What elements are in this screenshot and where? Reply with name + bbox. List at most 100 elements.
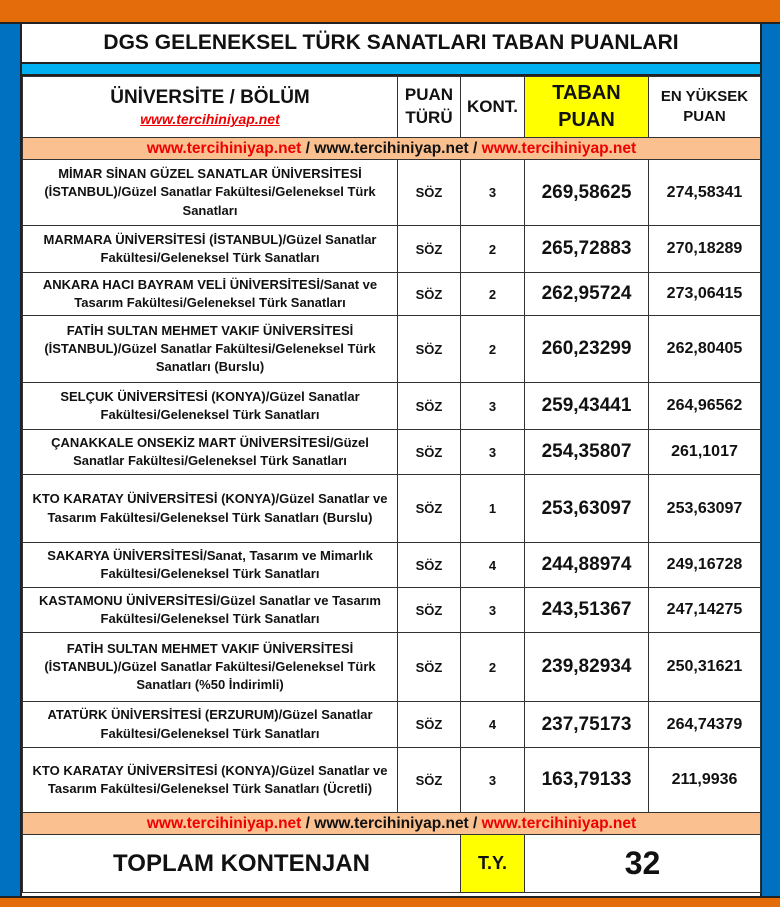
base-score: 259,43441: [524, 382, 649, 430]
score-type: SÖZ: [397, 315, 461, 383]
max-score: 249,16728: [648, 542, 761, 588]
divider-band: [22, 64, 760, 76]
score-type: SÖZ: [397, 429, 461, 475]
table-row: FATİH SULTAN MEHMET VAKIF ÜNİVERSİTESİ (…: [22, 632, 761, 702]
quota: 4: [460, 701, 525, 748]
max-score: 274,58341: [648, 159, 761, 226]
header-max-score: EN YÜKSEK PUAN: [648, 76, 761, 138]
table-row: ATATÜRK ÜNİVERSİTESİ (ERZURUM)/Güzel San…: [22, 701, 761, 748]
header-row: ÜNİVERSİTE / BÖLÜM www.tercihiniyap.net P…: [22, 76, 761, 138]
score-type: SÖZ: [397, 382, 461, 430]
table-row: KTO KARATAY ÜNİVERSİTESİ (KONYA)/Güzel S…: [22, 474, 761, 543]
base-score: 163,79133: [524, 747, 649, 813]
program-name: FATİH SULTAN MEHMET VAKIF ÜNİVERSİTESİ (…: [22, 315, 398, 383]
header-quota: KONT.: [460, 76, 525, 138]
strip-link[interactable]: www.tercihiniyap.net: [481, 139, 637, 157]
quota: 4: [460, 542, 525, 588]
quota: 2: [460, 632, 525, 702]
program-name: ATATÜRK ÜNİVERSİTESİ (ERZURUM)/Güzel San…: [22, 701, 398, 748]
program-name: FATİH SULTAN MEHMET VAKIF ÜNİVERSİTESİ (…: [22, 632, 398, 702]
table-row: ANKARA HACI BAYRAM VELİ ÜNİVERSİTESİ/San…: [22, 272, 761, 316]
quota: 3: [460, 747, 525, 813]
max-score: 264,74379: [648, 701, 761, 748]
total-label: TOPLAM KONTENJAN: [22, 834, 461, 893]
header-base-line1: TABAN: [552, 82, 621, 104]
table-row: ÇANAKKALE ONSEKİZ MART ÜNİVERSİTESİ/Güze…: [22, 429, 761, 475]
max-score: 247,14275: [648, 587, 761, 633]
site-strip-top: www.tercihiniyap.net / www.tercihiniyap.…: [22, 137, 761, 160]
header-score-type-line1: PUAN: [404, 85, 454, 105]
table-row: MARMARA ÜNİVERSİTESİ (İSTANBUL)/Güzel Sa…: [22, 225, 761, 273]
base-score: 262,95724: [524, 272, 649, 316]
site-link[interactable]: www.tercihiniyap.net: [140, 111, 280, 128]
max-score: 270,18289: [648, 225, 761, 273]
site-strip: www.tercihiniyap.net / www.tercihiniyap.…: [22, 137, 761, 160]
strip-link[interactable]: www.tercihiniyap.net: [314, 139, 469, 157]
quota: 2: [460, 225, 525, 273]
program-name: SAKARYA ÜNİVERSİTESİ/Sanat, Tasarım ve M…: [22, 542, 398, 588]
score-sheet: DGS GELENEKSEL TÜRK SANATLARI TABAN PUAN…: [20, 24, 762, 896]
score-type: SÖZ: [397, 474, 461, 543]
base-score: 253,63097: [524, 474, 649, 543]
quota: 3: [460, 429, 525, 475]
site-strip-bottom: www.tercihiniyap.net / www.tercihiniyap.…: [22, 812, 761, 835]
table-row: FATİH SULTAN MEHMET VAKIF ÜNİVERSİTESİ (…: [22, 315, 761, 383]
page-title: DGS GELENEKSEL TÜRK SANATLARI TABAN PUAN…: [22, 24, 760, 64]
quota: 1: [460, 474, 525, 543]
program-name: ANKARA HACI BAYRAM VELİ ÜNİVERSİTESİ/San…: [22, 272, 398, 316]
program-name: KTO KARATAY ÜNİVERSİTESİ (KONYA)/Güzel S…: [22, 747, 398, 813]
program-name: KTO KARATAY ÜNİVERSİTESİ (KONYA)/Güzel S…: [22, 474, 398, 543]
max-score: 273,06415: [648, 272, 761, 316]
header-base-score: TABAN PUAN: [524, 76, 649, 138]
total-type: T.Y.: [460, 834, 525, 893]
strip-link[interactable]: www.tercihiniyap.net: [481, 814, 637, 832]
header-university: ÜNİVERSİTE / BÖLÜM www.tercihiniyap.net: [22, 76, 398, 138]
score-type: SÖZ: [397, 272, 461, 316]
base-score: 237,75173: [524, 701, 649, 748]
strip-sep: /: [301, 139, 315, 157]
quota: 3: [460, 159, 525, 226]
quota: 3: [460, 587, 525, 633]
header-max-line1: EN YÜKSEK: [660, 87, 749, 105]
strip-link[interactable]: www.tercihiniyap.net: [146, 814, 302, 832]
table-row: KASTAMONU ÜNİVERSİTESİ/Güzel Sanatlar ve…: [22, 587, 761, 633]
max-score: 250,31621: [648, 632, 761, 702]
score-type: SÖZ: [397, 747, 461, 813]
table-row: SAKARYA ÜNİVERSİTESİ/Sanat, Tasarım ve M…: [22, 542, 761, 588]
strip-link[interactable]: www.tercihiniyap.net: [146, 139, 302, 157]
top-band: [0, 0, 780, 24]
table-row: SELÇUK ÜNİVERSİTESİ (KONYA)/Güzel Sanatl…: [22, 382, 761, 430]
base-score: 254,35807: [524, 429, 649, 475]
score-type: SÖZ: [397, 225, 461, 273]
total-value: 32: [524, 834, 761, 893]
max-score: 253,63097: [648, 474, 761, 543]
max-score: 211,9936: [648, 747, 761, 813]
table-row: KTO KARATAY ÜNİVERSİTESİ (KONYA)/Güzel S…: [22, 747, 761, 813]
program-name: KASTAMONU ÜNİVERSİTESİ/Güzel Sanatlar ve…: [22, 587, 398, 633]
program-name: SELÇUK ÜNİVERSİTESİ (KONYA)/Güzel Sanatl…: [22, 382, 398, 430]
score-type: SÖZ: [397, 159, 461, 226]
program-name: ÇANAKKALE ONSEKİZ MART ÜNİVERSİTESİ/Güze…: [22, 429, 398, 475]
header-score-type-line2: TÜRÜ: [405, 108, 453, 127]
score-type: SÖZ: [397, 542, 461, 588]
header-base-line2: PUAN: [558, 109, 615, 131]
score-type: SÖZ: [397, 587, 461, 633]
base-score: 260,23299: [524, 315, 649, 383]
quota: 3: [460, 382, 525, 430]
max-score: 264,96562: [648, 382, 761, 430]
header-score-type: PUAN TÜRÜ: [397, 76, 461, 138]
strip-sep: /: [468, 814, 482, 832]
score-type: SÖZ: [397, 632, 461, 702]
base-score: 244,88974: [524, 542, 649, 588]
base-score: 265,72883: [524, 225, 649, 273]
strip-sep: /: [301, 814, 315, 832]
strip-link[interactable]: www.tercihiniyap.net: [314, 814, 469, 832]
quota: 2: [460, 315, 525, 383]
base-score: 239,82934: [524, 632, 649, 702]
quota: 2: [460, 272, 525, 316]
program-name: MARMARA ÜNİVERSİTESİ (İSTANBUL)/Güzel Sa…: [22, 225, 398, 273]
base-score: 243,51367: [524, 587, 649, 633]
strip-sep: /: [468, 139, 482, 157]
program-name: MİMAR SİNAN GÜZEL SANATLAR ÜNİVERSİTESİ …: [22, 159, 398, 226]
total-row: TOPLAM KONTENJAN T.Y. 32: [22, 834, 761, 893]
